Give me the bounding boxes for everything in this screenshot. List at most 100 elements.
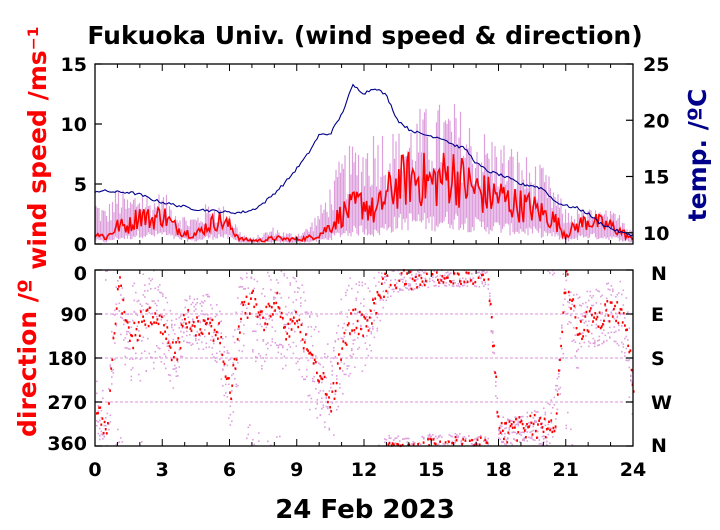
direction-spread-point: [153, 269, 155, 272]
direction-mean-point: [320, 377, 323, 380]
direction-spread-point: [271, 338, 274, 340]
direction-mean-point: [388, 441, 391, 445]
direction-spread-point: [184, 299, 187, 301]
direction-spread-point: [556, 377, 559, 380]
direction-spread-point: [150, 356, 152, 358]
direction-mean-point: [302, 347, 305, 350]
direction-spread-point: [148, 277, 151, 280]
direction-spread-point: [456, 284, 458, 287]
direction-mean-point: [146, 308, 149, 312]
direction-spread-point: [301, 375, 304, 378]
direction-spread-point: [480, 434, 482, 437]
direction-spread-point: [523, 438, 526, 440]
direction-spread-point: [376, 312, 379, 314]
direction-spread-point: [375, 285, 377, 287]
direction-spread-point: [154, 287, 157, 290]
direction-spread-point: [520, 434, 523, 437]
direction-mean-point: [516, 439, 518, 442]
direction-spread-point: [309, 316, 311, 319]
direction-spread-point: [289, 323, 292, 325]
direction-mean-point: [321, 377, 324, 381]
direction-mean-point: [195, 334, 197, 337]
direction-spread-point: [181, 355, 184, 358]
direction-spread-point: [568, 306, 571, 309]
direction-spread-point: [529, 424, 532, 426]
direction-mean-point: [593, 316, 595, 319]
direction-spread-point: [354, 338, 356, 341]
direction-spread-point: [315, 355, 317, 357]
direction-spread-point: [601, 332, 604, 334]
direction-spread-point: [559, 386, 562, 389]
direction-spread-point: [150, 288, 152, 290]
direction-mean-point: [438, 281, 440, 284]
direction-spread-point: [354, 331, 356, 334]
direction-spread-point: [178, 366, 181, 368]
direction-spread-point: [594, 339, 596, 342]
direction-mean-point: [493, 344, 495, 347]
direction-spread-point: [385, 438, 388, 441]
direction-mean-point: [275, 301, 278, 305]
direction-spread-point: [444, 274, 446, 277]
direction-spread-point: [595, 323, 598, 326]
direction-mean-point: [211, 318, 214, 322]
direction-spread-point: [369, 344, 371, 347]
direction-spread-point: [178, 326, 181, 329]
direction-spread-point: [271, 340, 274, 343]
direction-spread-point: [192, 301, 194, 304]
direction-spread-point: [510, 442, 512, 444]
direction-mean-point: [380, 282, 383, 285]
direction-spread-point: [625, 359, 628, 362]
direction-spread-point: [567, 323, 569, 325]
direction-spread-point: [129, 332, 131, 334]
direction-spread-point: [259, 323, 262, 326]
direction-spread-point: [156, 345, 158, 347]
direction-mean-point: [295, 310, 297, 314]
direction-spread-point: [178, 316, 181, 319]
direction-spread-point: [495, 385, 497, 387]
direction-spread-point: [249, 292, 251, 295]
direction-spread-point: [415, 283, 418, 285]
direction-mean-point: [153, 321, 155, 324]
direction-mean-point: [182, 313, 185, 317]
direction-mean-point: [489, 302, 492, 306]
direction-spread-point: [321, 375, 323, 378]
direction-spread-point: [300, 302, 302, 304]
direction-spread-point: [471, 272, 473, 275]
direction-spread-point: [273, 298, 275, 300]
direction-mean-point: [515, 418, 517, 421]
direction-mean-point: [420, 276, 423, 280]
direction-spread-point: [628, 327, 631, 330]
direction-spread-point: [487, 437, 490, 440]
direction-mean-point: [433, 442, 436, 445]
direction-spread-point: [96, 424, 98, 427]
time-axis-ticks: 0 3 6 9 12 15 18 21 24: [88, 459, 646, 481]
direction-spread-point: [412, 279, 415, 282]
direction-spread-point: [117, 279, 119, 282]
direction-mean-point: [537, 423, 539, 426]
direction-mean-point: [158, 314, 161, 317]
direction-spread-point: [573, 309, 575, 312]
direction-mean-point: [476, 438, 479, 441]
compass-label: N: [651, 435, 667, 457]
direction-spread-point: [279, 343, 281, 346]
direction-spread-point: [132, 367, 134, 369]
direction-mean-point: [347, 322, 350, 325]
direction-spread-point: [318, 392, 320, 394]
direction-spread-point: [114, 358, 116, 361]
direction-spread-point: [346, 289, 349, 292]
direction-mean-point: [520, 419, 523, 423]
direction-mean-point: [236, 338, 239, 341]
direction-mean-point: [343, 331, 346, 335]
direction-spread-point: [321, 407, 323, 410]
direction-mean-point: [356, 319, 359, 323]
direction-spread-point: [123, 297, 125, 299]
direction-spread-point: [324, 426, 326, 428]
direction-spread-point: [387, 290, 389, 293]
direction-mean-point: [351, 329, 353, 332]
direction-mean-point: [266, 322, 269, 326]
direction-mean-point: [284, 325, 286, 329]
direction-spread-point: [459, 285, 461, 288]
direction-mean-point: [230, 397, 232, 400]
direction-mean-point: [472, 282, 474, 285]
direction-mean-point: [279, 315, 282, 319]
